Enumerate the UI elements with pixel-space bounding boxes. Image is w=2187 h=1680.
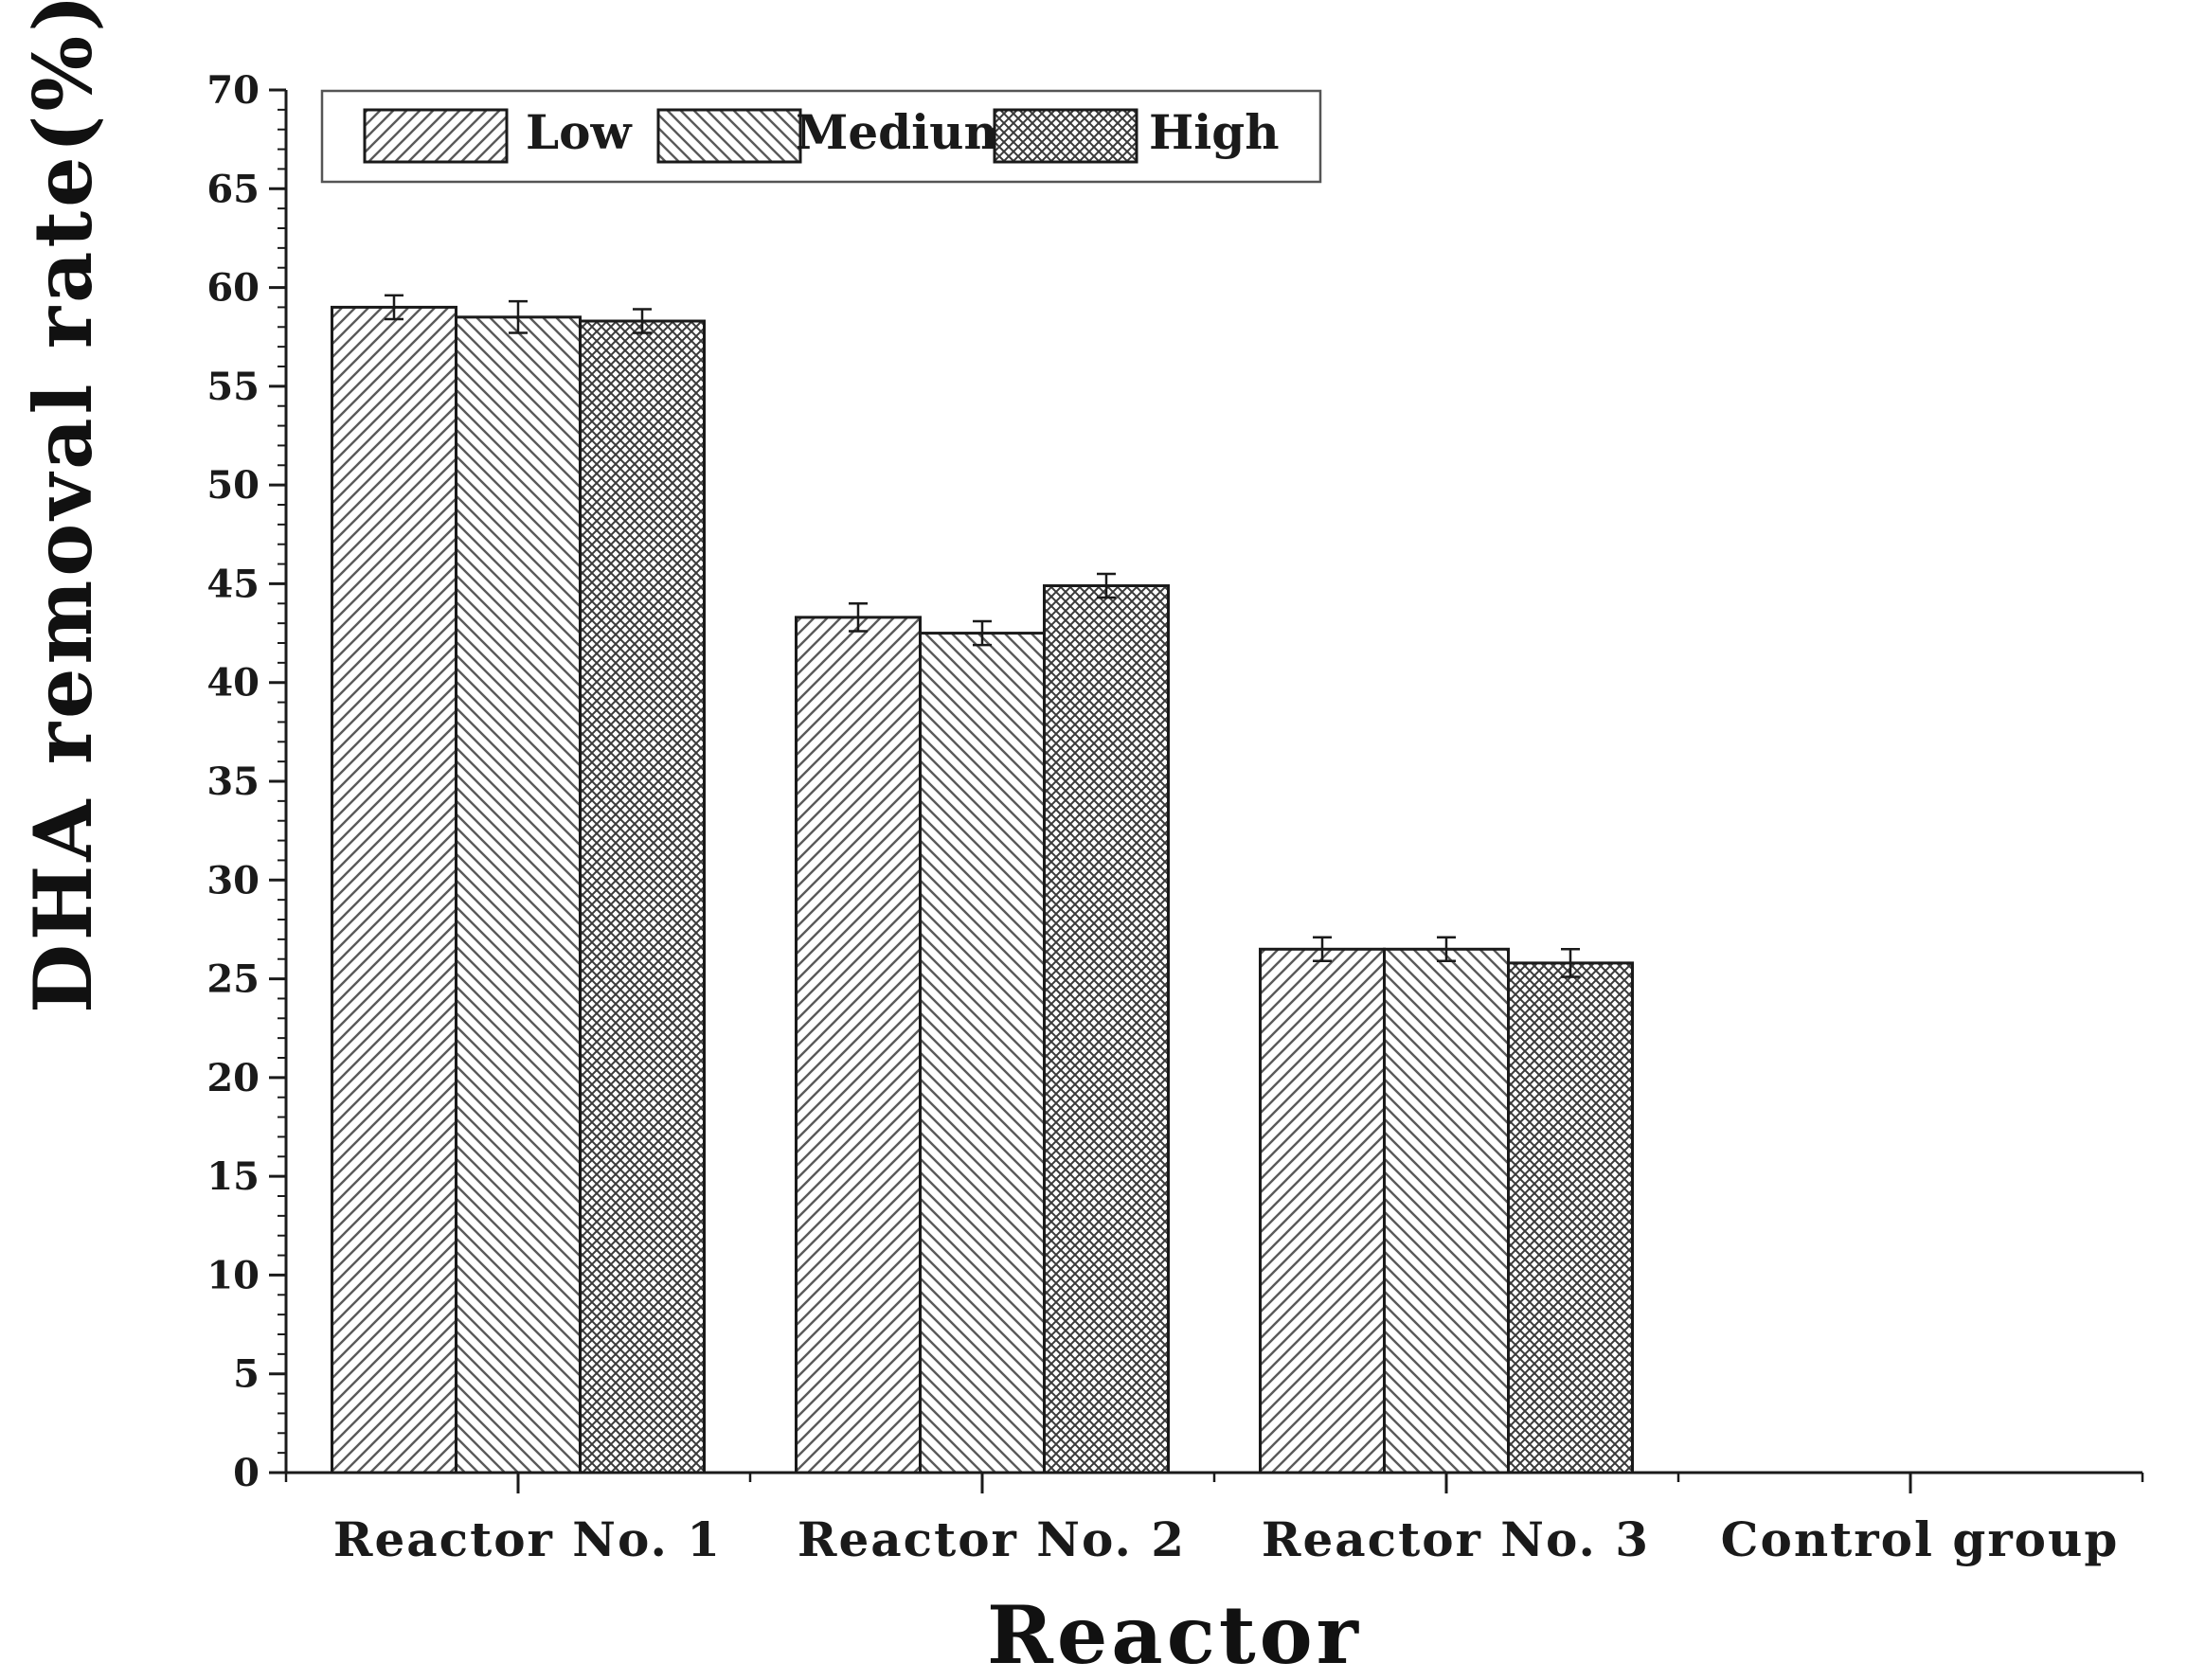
y-tick-label: 60 bbox=[206, 266, 260, 311]
y-tick-label: 15 bbox=[206, 1154, 260, 1199]
x-axis: Reactor No. 1 Reactor No. 2 Reactor No. 3 C… bbox=[284, 1471, 2144, 1567]
x-tick-label: Reactor No. 1 bbox=[333, 1511, 722, 1567]
legend-swatch bbox=[656, 108, 802, 164]
y-tick-label: 25 bbox=[206, 957, 260, 1002]
bar bbox=[331, 305, 457, 1474]
y-tick-label: 5 bbox=[233, 1352, 260, 1397]
y-tick-label: 45 bbox=[206, 562, 260, 606]
y-axis: 0 5 10 15 20 25 30 35 40 45 50 55 60 65 70 bbox=[206, 68, 288, 1495]
error-bar bbox=[1097, 572, 1116, 599]
legend-label: Medium bbox=[796, 104, 1013, 160]
error-bar bbox=[1313, 936, 1332, 963]
error-bar bbox=[1437, 936, 1456, 963]
y-tick-label: 10 bbox=[206, 1253, 260, 1297]
legend-label: High bbox=[1149, 104, 1280, 160]
y-tick-label: 40 bbox=[206, 661, 260, 706]
y-tick-label: 35 bbox=[206, 760, 260, 804]
error-bar bbox=[1561, 948, 1580, 978]
y-axis-title: DHA removal rate(%) bbox=[16, 0, 110, 1013]
y-tick-label: 50 bbox=[206, 463, 260, 508]
bar bbox=[795, 616, 922, 1474]
error-bar bbox=[849, 602, 868, 633]
legend: Low Medium High bbox=[320, 89, 1322, 184]
bar bbox=[1259, 947, 1386, 1474]
bars bbox=[331, 294, 1634, 1474]
error-bar bbox=[973, 619, 992, 647]
bar bbox=[579, 319, 706, 1474]
bar bbox=[455, 315, 582, 1474]
error-bar bbox=[633, 308, 652, 334]
y-tick-label: 0 bbox=[233, 1451, 260, 1495]
legend-label: Low bbox=[526, 104, 634, 160]
error-bar bbox=[385, 294, 403, 321]
y-tick-label: 65 bbox=[206, 167, 260, 211]
error-bar bbox=[509, 299, 528, 334]
bar bbox=[1043, 584, 1170, 1474]
x-tick-label: Reactor No. 3 bbox=[1262, 1511, 1650, 1567]
y-tick-label: 55 bbox=[206, 365, 260, 409]
y-tick-label: 20 bbox=[206, 1056, 260, 1100]
bar bbox=[1383, 947, 1510, 1474]
y-tick-label: 30 bbox=[206, 858, 260, 903]
x-axis-title: Reactor bbox=[987, 1588, 1362, 1680]
y-tick-label: 70 bbox=[206, 68, 260, 113]
x-tick-label: Control group bbox=[1721, 1511, 2120, 1567]
legend-swatch bbox=[993, 108, 1138, 164]
bar bbox=[919, 632, 1046, 1474]
x-tick-label: Reactor No. 2 bbox=[798, 1511, 1186, 1567]
bar bbox=[1507, 961, 1634, 1474]
legend-swatch bbox=[363, 108, 509, 164]
